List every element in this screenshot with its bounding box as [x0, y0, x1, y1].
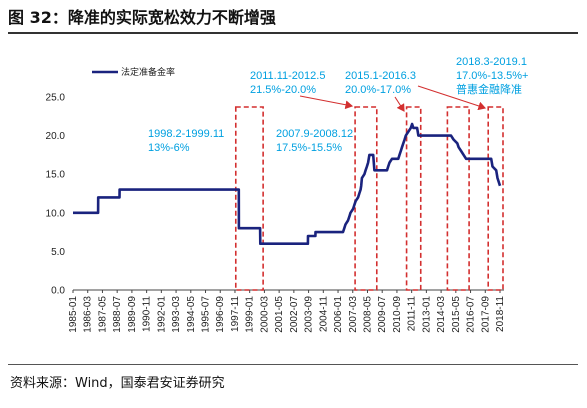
- x-tick-label: 1995-07: [201, 296, 212, 333]
- legend-label: 法定准备金率: [121, 66, 175, 78]
- y-tick-label: 20.0: [46, 131, 66, 142]
- annotation-label: 21.5%-20.0%: [250, 84, 316, 96]
- x-tick-label: 2013-01: [421, 296, 432, 333]
- y-tick-label: 5.0: [51, 247, 65, 258]
- easing-period-box: [446, 106, 470, 291]
- x-tick-label: 2006-01: [333, 296, 344, 333]
- annotation-label: 13%-6%: [148, 142, 190, 154]
- annotation-label: 20.0%-17.0%: [345, 84, 411, 96]
- x-tick-label: 2003-09: [304, 296, 315, 333]
- annotation-label: 2015.1-2016.3: [345, 70, 416, 82]
- x-tick-label: 2009-07: [377, 296, 388, 333]
- easing-period-box: [234, 106, 264, 291]
- easing-period-box: [354, 106, 378, 291]
- x-tick-label: 1993-03: [171, 296, 182, 333]
- x-tick-label: 2014-03: [436, 296, 447, 333]
- figure-title: 图 32：降准的实际宽松效力不断增强: [8, 8, 276, 27]
- source-note: 资料来源：Wind，国泰君安证券研究: [10, 376, 225, 391]
- x-tick-label: 1987-05: [97, 296, 108, 333]
- x-tick-label: 1990-11: [142, 296, 153, 332]
- x-tick-label: 1997-11: [230, 296, 241, 332]
- y-tick-label: 0.0: [51, 286, 65, 297]
- annotation-label: 17.0%-13.5%+: [456, 70, 528, 82]
- annotation-label: 2007.9-2008.12: [276, 128, 353, 140]
- x-tick-label: 1992-01: [156, 296, 167, 333]
- easing-period-box: [405, 106, 422, 291]
- annotation-arrow: [299, 95, 354, 110]
- x-tick-label: 1989-09: [127, 296, 138, 333]
- easing-period-box: [487, 106, 504, 291]
- x-tick-label: 2015-05: [451, 296, 462, 333]
- x-tick-label: 2007-03: [348, 296, 359, 333]
- x-tick-label: 1994-05: [186, 296, 197, 333]
- x-tick-label: 2011-11: [407, 296, 418, 332]
- y-tick-label: 25.0: [46, 93, 66, 104]
- series-lines: [73, 122, 502, 245]
- annotation-label: 17.5%-15.5%: [276, 142, 342, 154]
- x-tick-label: 1996-09: [215, 296, 226, 333]
- x-tick-label: 1988-07: [112, 296, 123, 333]
- x-tick-label: 2000-03: [259, 296, 270, 333]
- x-tick-label: 1985-01: [68, 296, 79, 333]
- x-tick-label: 2002-07: [289, 296, 300, 333]
- annotations: 1998.2-1999.11 13%-6% 2007.9-2008.12 17.5%-…: [148, 56, 528, 154]
- x-axis: 1985-01 1986-03 1987-05 1988-07 1989-09 1990-…: [68, 289, 506, 333]
- x-tick-label: 1999-01: [245, 296, 256, 333]
- easing-period-boxes: [234, 106, 504, 291]
- x-tick-label: 2010-09: [392, 296, 403, 333]
- legend: 法定准备金率: [92, 66, 175, 78]
- annotation-label: 2018.3-2019.1: [456, 56, 527, 68]
- title-rule: [8, 32, 578, 34]
- x-tick-label: 2016-07: [466, 296, 477, 333]
- annotation-label: 普惠金融降准: [456, 82, 522, 96]
- x-tick-label: 2004-11: [318, 296, 329, 332]
- x-tick-label: 2018-11: [495, 296, 506, 332]
- annotation-arrow: [394, 96, 405, 112]
- annotation-label: 1998.2-1999.11: [148, 128, 224, 140]
- annotation-arrow: [417, 85, 487, 111]
- y-tick-label: 10.0: [46, 208, 66, 219]
- annotation-label: 2011.11-2012.5: [250, 70, 325, 82]
- x-tick-label: 2017-09: [480, 296, 491, 333]
- x-tick-label: 1986-03: [83, 296, 94, 333]
- y-tick-label: 15.0: [46, 170, 66, 181]
- y-axis: 25.0 20.0 15.0 10.0 5.0 0.0: [46, 93, 66, 297]
- x-tick-label: 2001-05: [274, 296, 285, 333]
- source-rule: [8, 364, 578, 365]
- series-line-reserve-ratio: [73, 122, 502, 245]
- x-tick-label: 2008-05: [362, 296, 373, 333]
